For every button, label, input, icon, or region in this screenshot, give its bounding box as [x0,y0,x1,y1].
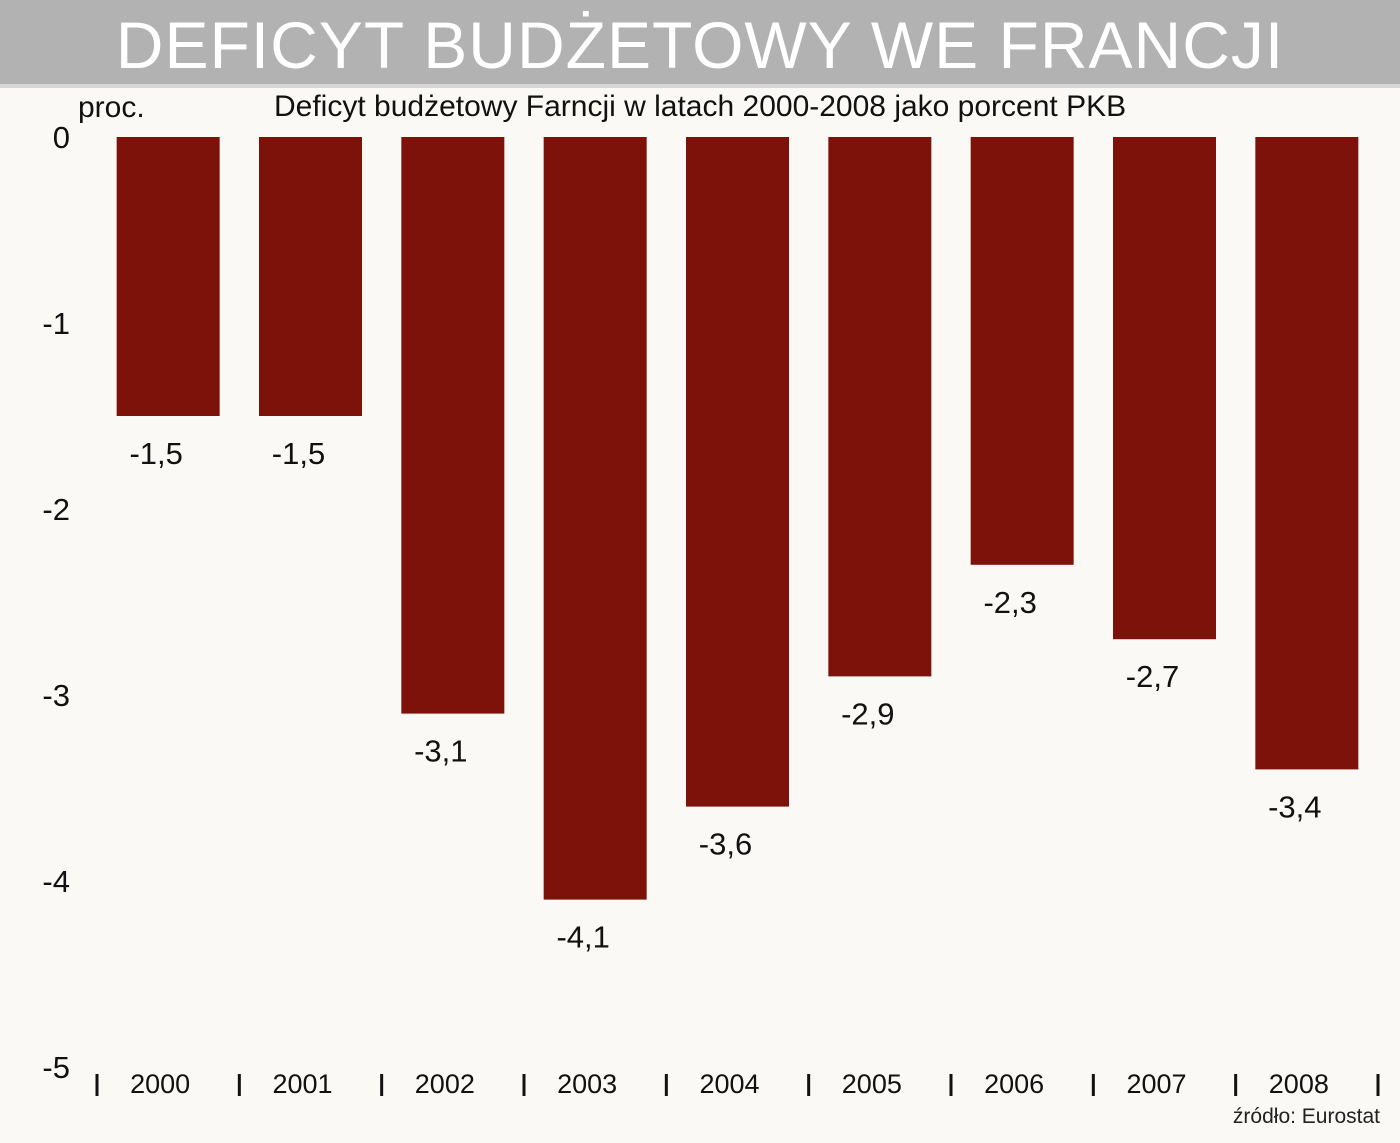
x-separator [1091,1074,1095,1096]
x-tick-label-2008: 2008 [1269,1069,1329,1099]
value-label-2005: -2,9 [841,696,894,731]
x-tick-label-2003: 2003 [557,1069,617,1099]
x-separator [1376,1074,1380,1096]
x-separator [522,1074,526,1096]
bar-2001 [259,137,362,416]
bar-2007 [1113,137,1216,640]
x-axis-separators [95,1074,1380,1096]
bar-2002 [401,137,505,714]
y-axis-unit-label: proc. [78,91,145,124]
x-tick-label-2000: 2000 [130,1069,190,1099]
y-axis-ticks: 0 -1 -2 -3 -4 -5 [42,120,70,1085]
value-label-2001: -1,5 [272,436,325,471]
x-tick-label-2002: 2002 [415,1069,475,1099]
y-tick-label: -4 [42,864,70,899]
x-separator [949,1074,953,1096]
y-tick-label: -1 [42,306,70,341]
x-separator [237,1074,241,1096]
bar-2008 [1255,137,1359,770]
value-label-2008: -3,4 [1268,789,1321,824]
y-tick-label: -2 [42,492,70,527]
value-label-2006: -2,3 [983,585,1036,620]
source-note: źródło: Eurostat [1232,1105,1380,1128]
x-tick-label-2005: 2005 [842,1069,902,1099]
value-label-2000: -1,5 [129,436,182,471]
x-separator [380,1074,384,1096]
value-label-2007: -2,7 [1126,659,1179,694]
x-tick-label-2001: 2001 [272,1069,332,1099]
bar-2006 [970,137,1074,565]
value-label-2004: -3,6 [699,827,752,862]
x-tick-label-2006: 2006 [984,1069,1044,1099]
y-tick-label: -3 [42,678,70,713]
bars [116,137,1359,900]
value-label-2003: -4,1 [556,920,609,955]
x-separator [1234,1074,1238,1096]
x-tick-label-2004: 2004 [699,1069,759,1099]
x-separator [664,1074,668,1096]
x-tick-label-2007: 2007 [1126,1069,1186,1099]
bar-2004 [686,137,789,807]
value-label-2002: -3,1 [414,734,467,769]
y-tick-label: -5 [42,1050,70,1085]
bar-2000 [116,137,220,416]
header-banner: DEFICYT BUDŻETOWY WE FRANCJI [0,0,1400,88]
x-axis-labels: 2000 2001 2002 2003 2004 2005 2006 2007 2008 [130,1069,1329,1099]
value-labels: -1,5 -1,5 -3,1 -4,1 -3,6 -2,9 -2,3 -2,7 -3,4 [129,436,1321,955]
y-tick-label: 0 [53,120,70,155]
bar-2003 [543,137,647,900]
bar-2005 [828,137,932,677]
x-separator [807,1074,811,1096]
page-title: DEFICYT BUDŻETOWY WE FRANCJI [115,8,1285,82]
x-separator [95,1074,99,1096]
chart-title: Deficyt budżetowy Farncji w latach 2000-… [274,90,1127,123]
